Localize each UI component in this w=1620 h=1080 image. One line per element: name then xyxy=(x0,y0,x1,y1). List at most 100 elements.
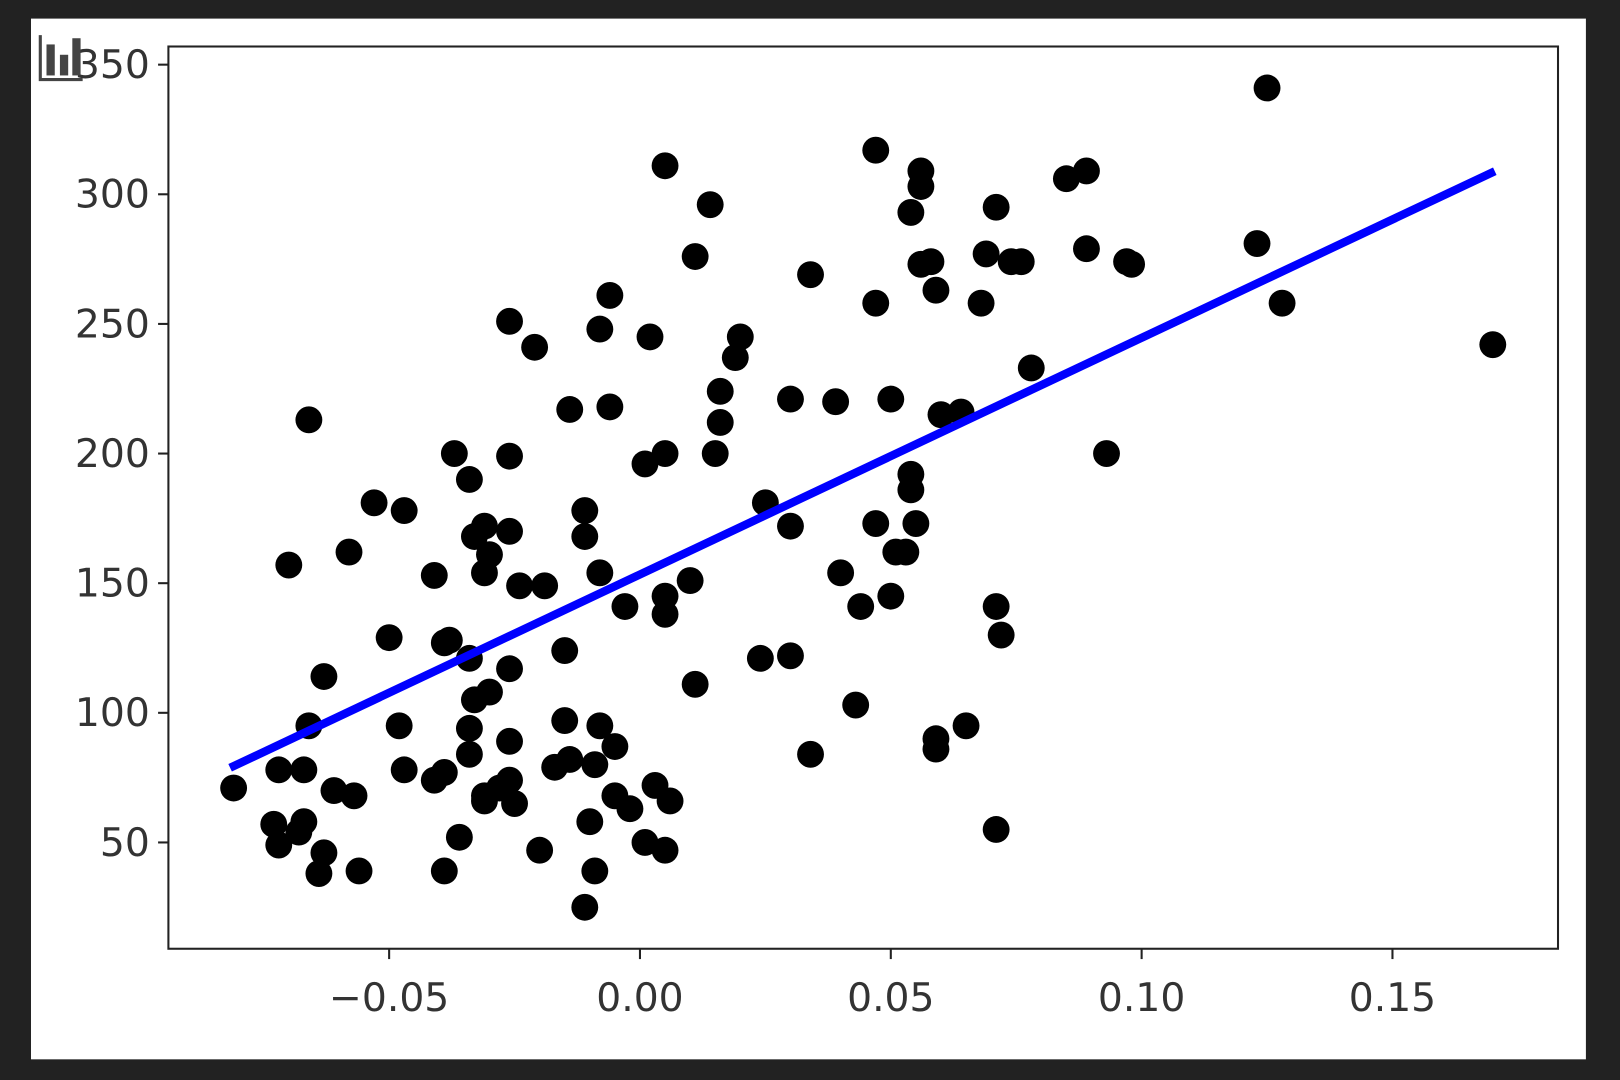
data-point xyxy=(611,593,639,620)
data-point xyxy=(726,323,754,351)
data-point xyxy=(897,476,925,504)
data-point xyxy=(601,733,629,760)
y-tick-label: 100 xyxy=(75,691,150,736)
data-point xyxy=(290,756,318,784)
data-point xyxy=(1007,248,1035,276)
data-point xyxy=(455,740,483,768)
data-point xyxy=(390,756,418,784)
data-point xyxy=(987,621,1015,649)
data-point xyxy=(696,191,724,219)
data-point xyxy=(596,281,624,309)
data-point xyxy=(501,790,528,817)
data-point xyxy=(445,823,473,851)
data-point xyxy=(471,782,498,810)
data-point xyxy=(496,307,523,335)
plot-marks xyxy=(220,74,1507,921)
data-point xyxy=(571,523,599,550)
data-point xyxy=(526,836,554,864)
data-point xyxy=(847,593,875,620)
data-point xyxy=(455,714,483,742)
data-point xyxy=(430,759,458,786)
data-point xyxy=(797,261,824,289)
data-point xyxy=(581,857,609,885)
data-point xyxy=(777,512,804,540)
data-point xyxy=(651,440,679,467)
x-tick-label: 0.05 xyxy=(847,976,934,1021)
data-point xyxy=(1268,289,1296,317)
data-point xyxy=(340,782,368,810)
y-tick-label: 50 xyxy=(100,821,150,866)
data-point xyxy=(706,377,734,405)
data-point xyxy=(275,551,303,579)
data-point xyxy=(777,642,804,670)
data-point xyxy=(797,740,824,768)
data-point xyxy=(877,385,905,413)
data-point xyxy=(877,582,905,610)
data-point xyxy=(706,409,734,436)
data-point xyxy=(586,712,614,740)
data-point xyxy=(435,626,463,654)
data-point xyxy=(265,831,293,859)
data-point xyxy=(551,707,579,735)
data-point xyxy=(1253,74,1281,102)
regression-line xyxy=(228,167,1497,772)
y-tick-label: 200 xyxy=(75,432,150,477)
data-point xyxy=(556,746,584,773)
y-axis: 50 100 150 200 250 300 350 xyxy=(75,43,169,866)
data-point xyxy=(651,836,679,864)
x-tick-label: 0.00 xyxy=(596,976,683,1021)
data-point xyxy=(1093,440,1120,467)
data-point xyxy=(907,173,935,200)
data-point xyxy=(922,276,950,304)
data-point xyxy=(335,538,363,566)
x-tick-label: 0.15 xyxy=(1349,976,1436,1021)
y-tick-label: 150 xyxy=(75,562,150,607)
data-point xyxy=(897,199,925,226)
data-point xyxy=(586,315,614,343)
data-point xyxy=(360,489,388,517)
data-point xyxy=(616,795,644,823)
data-point xyxy=(310,839,338,867)
data-point xyxy=(460,686,488,714)
data-point xyxy=(390,497,418,525)
data-point xyxy=(581,751,609,779)
data-point xyxy=(917,248,945,276)
data-point xyxy=(385,712,413,740)
data-point xyxy=(571,497,599,525)
data-point xyxy=(651,600,679,628)
y-tick-label: 250 xyxy=(75,302,150,347)
data-point xyxy=(982,593,1010,620)
data-point xyxy=(455,466,483,493)
x-tick-label: −0.05 xyxy=(329,976,449,1021)
bar-chart-icon[interactable] xyxy=(38,35,83,82)
data-point xyxy=(676,567,704,595)
data-point xyxy=(571,893,599,921)
data-point xyxy=(967,289,995,317)
data-point xyxy=(922,735,950,763)
y-tick-label: 300 xyxy=(75,173,150,218)
data-point xyxy=(651,152,679,180)
data-point xyxy=(862,510,890,537)
data-point xyxy=(310,663,338,690)
data-point xyxy=(596,393,624,421)
data-point xyxy=(1073,235,1100,263)
x-tick-label: 0.10 xyxy=(1098,976,1185,1021)
data-point xyxy=(701,440,729,467)
data-point xyxy=(420,561,448,589)
data-point xyxy=(721,344,749,372)
data-point xyxy=(220,774,248,802)
data-point xyxy=(862,289,890,317)
data-point xyxy=(681,243,709,270)
data-point xyxy=(746,644,774,672)
data-point xyxy=(260,810,288,838)
data-point xyxy=(285,818,313,846)
x-axis: −0.05 0.00 0.05 0.10 0.15 xyxy=(329,948,1436,1021)
data-point xyxy=(576,808,604,836)
data-point xyxy=(496,655,523,683)
data-point xyxy=(496,517,523,545)
data-point xyxy=(1052,165,1080,193)
data-point xyxy=(777,385,804,413)
data-point xyxy=(295,406,323,434)
data-point xyxy=(927,401,955,429)
